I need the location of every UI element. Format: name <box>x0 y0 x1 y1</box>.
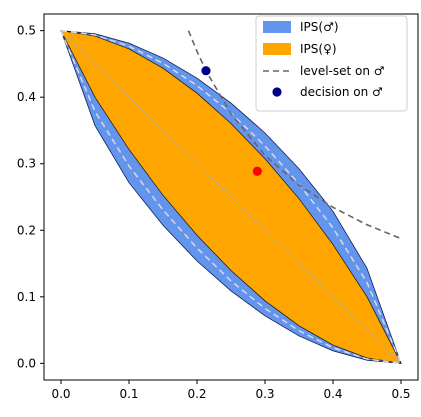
legend-label-male: IPS(♂) <box>300 20 339 34</box>
legend-label-female: IPS(♀) <box>300 42 337 56</box>
x-tick-label: 0.2 <box>187 387 206 401</box>
lower-inner-dashed-curve <box>60 30 402 365</box>
axes-layer: 0.0 0.1 0.2 0.3 0.4 0.5 0.0 0.1 0.2 0.3 0.4 0.5 <box>17 13 419 401</box>
legend-layer: IPS(♂) IPS(♀) level-set on ♂ decision on ♂ <box>255 15 408 112</box>
plot-frame <box>43 13 419 381</box>
y-tick-label: 0.4 <box>17 90 36 104</box>
x-tick-label: 0.0 <box>51 387 70 401</box>
diagonal-guide-line <box>60 30 402 364</box>
y-tick-label: 0.5 <box>17 24 36 38</box>
y-tick-label: 0.2 <box>17 223 36 237</box>
decision-point <box>201 66 211 76</box>
y-tick-label: 0.3 <box>17 157 36 171</box>
legend-swatch-female <box>263 43 291 55</box>
x-tick-label: 0.4 <box>323 387 342 401</box>
legend-box <box>255 15 408 112</box>
red-point <box>252 166 262 176</box>
legend-swatch-male <box>263 21 291 33</box>
x-tick-label: 0.5 <box>391 387 410 401</box>
x-tick-label: 0.3 <box>255 387 274 401</box>
y-tick-label: 0.0 <box>17 356 36 370</box>
legend-swatch-decision <box>272 87 282 97</box>
x-tick-label: 0.1 <box>119 387 138 401</box>
legend-label-decision: decision on ♂ <box>300 85 383 99</box>
y-tick-label: 0.1 <box>17 290 36 304</box>
legend-label-level-set: level-set on ♂ <box>300 64 385 78</box>
